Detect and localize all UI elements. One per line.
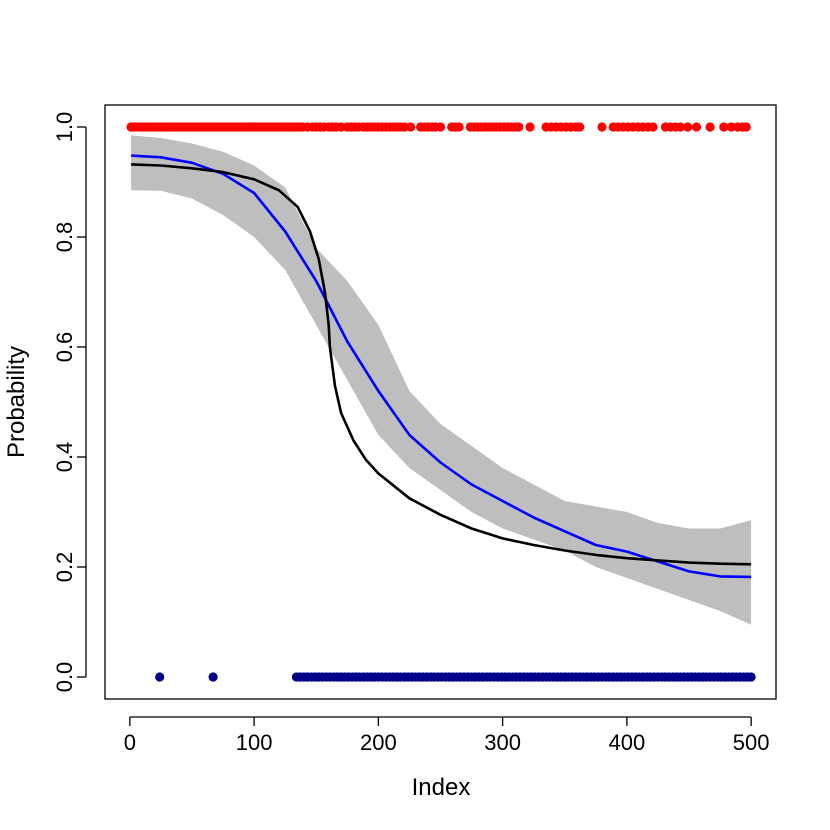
point-y1 — [435, 122, 446, 132]
y-tick-label: 1.0 — [52, 112, 77, 143]
y-tick-label: 0.6 — [52, 332, 77, 363]
point-y1 — [597, 122, 607, 132]
point-y0 — [155, 672, 165, 682]
logistic-line — [131, 163, 752, 566]
y-tick-label: 0.0 — [52, 662, 77, 693]
x-tick-label: 0 — [124, 730, 136, 755]
point-y1 — [454, 122, 464, 132]
point-y1 — [719, 122, 729, 132]
y-axis-label: Probability — [3, 346, 30, 458]
point-y1 — [648, 122, 658, 132]
x-tick-label: 400 — [609, 730, 646, 755]
y-tick-label: 0.2 — [52, 552, 77, 583]
point-y1 — [406, 122, 416, 132]
x-axis-label: Index — [412, 774, 471, 801]
point-y1 — [741, 122, 751, 132]
points-y1-group — [126, 122, 751, 132]
axis-layer: 0 100 200 300 400 500 0.0 0.2 0.4 0.6 0.8 1.0 — [52, 104, 777, 755]
point-y1 — [691, 122, 702, 132]
confidence-band — [131, 135, 752, 625]
x-tick-label: 500 — [733, 730, 770, 755]
point-y1 — [514, 122, 524, 132]
point-y1 — [525, 122, 535, 132]
smooth-line — [131, 154, 752, 579]
point-y1 — [675, 122, 685, 132]
x-tick-label: 300 — [484, 730, 521, 755]
point-y1 — [683, 122, 693, 132]
point-y0 — [746, 672, 756, 682]
plot-frame — [104, 104, 777, 700]
y-tick-label: 0.8 — [52, 222, 77, 253]
y-tick-label: 0.4 — [52, 442, 77, 473]
plot-layer — [126, 122, 756, 682]
point-y0 — [208, 672, 218, 682]
x-tick-label: 200 — [360, 730, 397, 755]
point-y1 — [705, 122, 715, 132]
points-y0-group — [155, 672, 756, 682]
x-tick-label: 100 — [236, 730, 273, 755]
point-y1 — [575, 122, 585, 132]
